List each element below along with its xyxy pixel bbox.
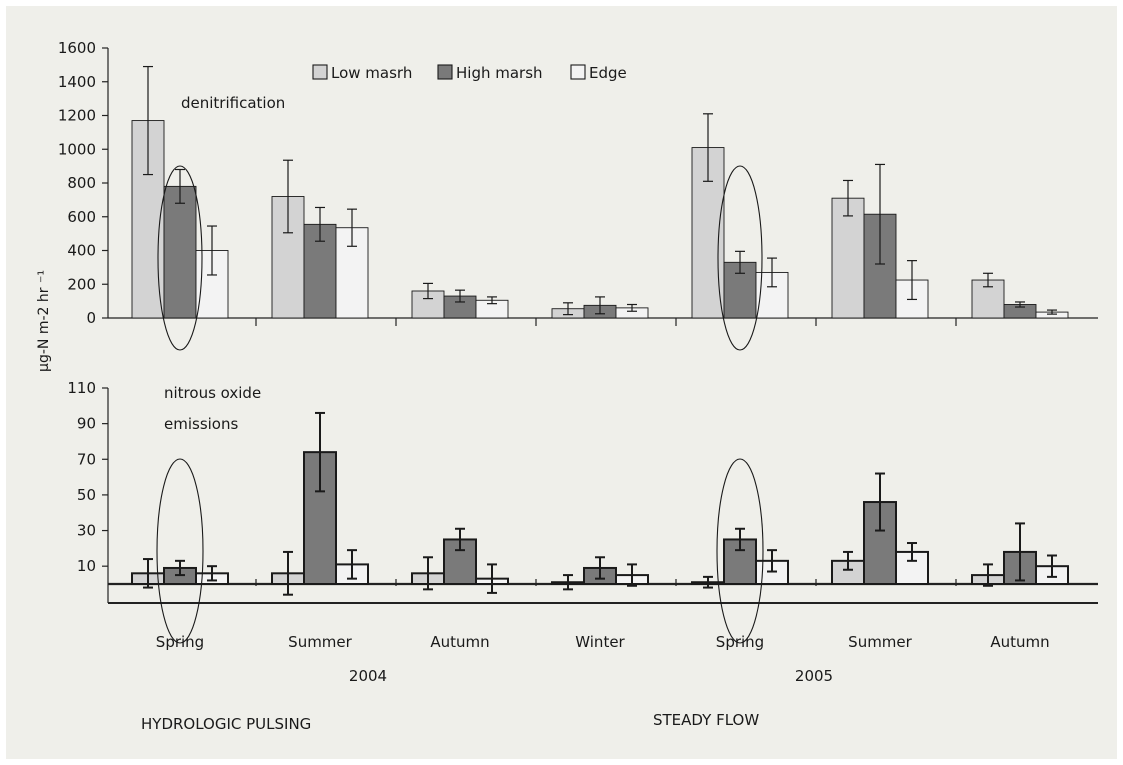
y-tick-label: 200 — [67, 275, 96, 293]
bar-high — [163, 185, 197, 319]
chart-svg: 0 200 400 600 800 1000 1200 1400 1600 10 30 50 70 90 1… — [36, 39, 1098, 733]
legend-swatch — [437, 64, 453, 80]
legend-label: Low masrh — [331, 64, 412, 82]
y-tick-label: 1200 — [58, 107, 96, 125]
regime-label-steady: STEADY FLOW — [653, 711, 759, 729]
annotation-nitrous-oxide: nitrous oxide — [164, 384, 261, 402]
legend-label: Edge — [589, 64, 627, 82]
highlight-ellipse — [156, 458, 204, 644]
y-tick-label: 10 — [77, 557, 96, 575]
y-tick-label: 800 — [67, 174, 96, 192]
x-category-label: Autumn — [430, 633, 489, 651]
x-category-label: Spring — [156, 633, 204, 651]
annotation-emissions: emissions — [164, 415, 238, 433]
x-category-label: Autumn — [990, 633, 1049, 651]
highlight-ellipse — [157, 165, 203, 351]
x-category-label: Winter — [575, 633, 625, 651]
legend-swatch — [312, 64, 328, 80]
year-label-2005: 2005 — [795, 667, 833, 685]
x-category-label: Summer — [848, 633, 912, 651]
annotation-denitrification: denitrification — [181, 94, 285, 112]
x-category-label: Summer — [288, 633, 352, 651]
y-tick-label: 600 — [67, 208, 96, 226]
regime-label-pulsing: HYDROLOGIC PULSING — [141, 715, 311, 733]
y-tick-label: 1400 — [58, 73, 96, 91]
chart-figure: 0 200 400 600 800 1000 1200 1400 1600 10 30 50 70 90 1… — [6, 6, 1117, 759]
y-tick-label: 0 — [86, 309, 96, 327]
y-tick-label: 400 — [67, 242, 96, 260]
year-label-2004: 2004 — [349, 667, 387, 685]
y-tick-label: 50 — [77, 486, 96, 504]
y-axis-label: µg-N m-2 hr ⁻¹ — [36, 270, 52, 372]
y-tick-label: 30 — [77, 522, 96, 540]
x-category-label: Spring — [716, 633, 764, 651]
highlight-ellipse — [716, 458, 764, 644]
legend-label: High marsh — [456, 64, 543, 82]
highlight-ellipse — [717, 165, 763, 351]
y-tick-label: 70 — [77, 450, 96, 468]
bar-low — [831, 197, 865, 319]
y-tick-label: 90 — [77, 415, 96, 433]
y-tick-label: 1600 — [58, 39, 96, 57]
y-tick-label: 1000 — [58, 140, 96, 158]
legend-swatch — [570, 64, 586, 80]
y-tick-label: 110 — [67, 379, 96, 397]
